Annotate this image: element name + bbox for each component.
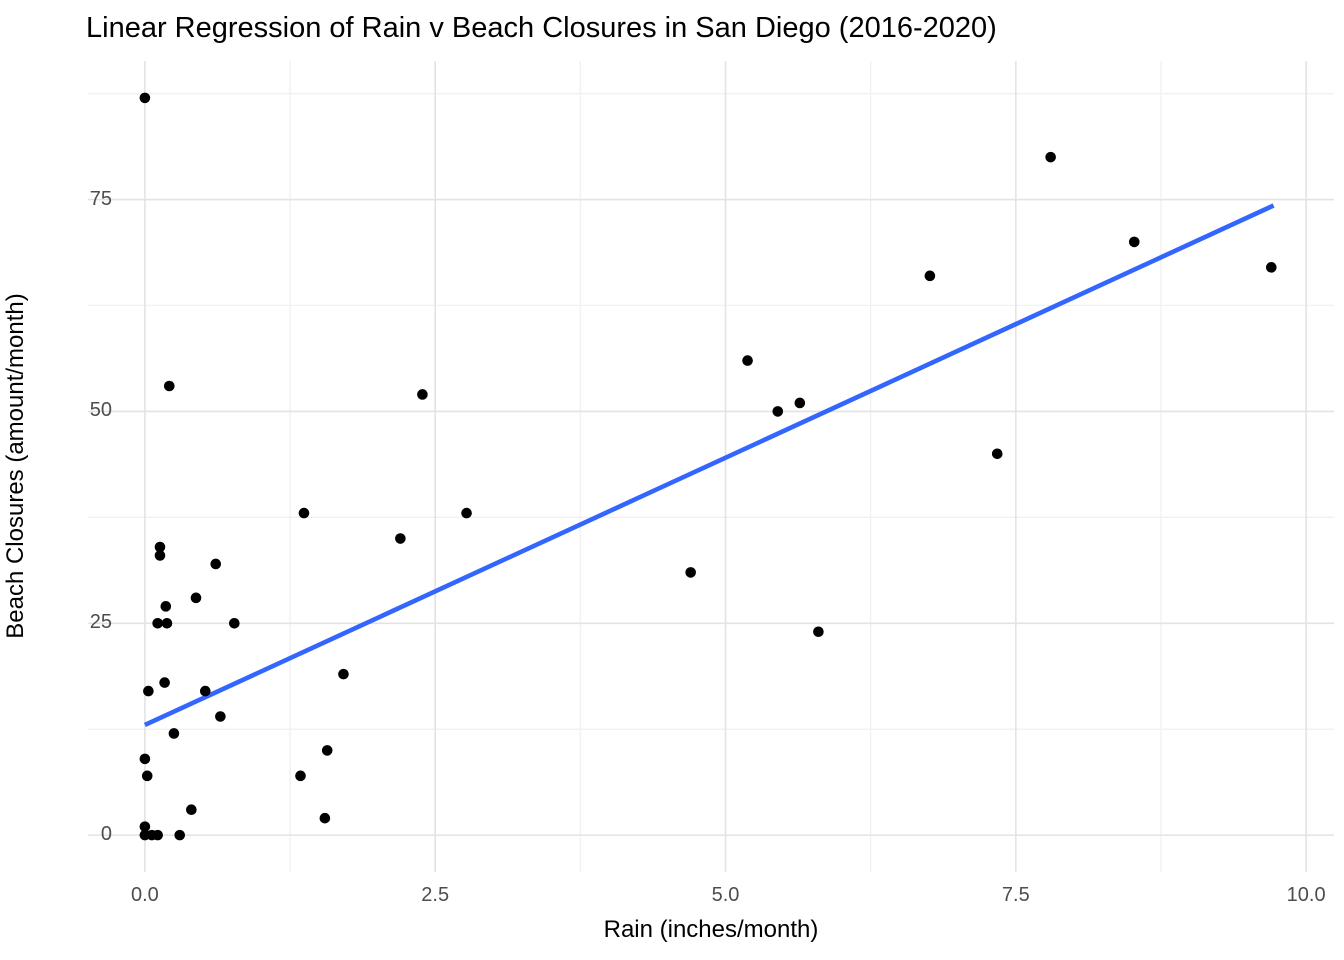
data-point bbox=[152, 617, 163, 629]
x-tick-label: 0.0 bbox=[130, 884, 159, 906]
data-point bbox=[298, 507, 310, 519]
data-point bbox=[186, 804, 197, 816]
data-point bbox=[139, 92, 151, 104]
data-point bbox=[321, 745, 333, 756]
data-point bbox=[461, 507, 472, 519]
data-point bbox=[160, 601, 172, 612]
data-point bbox=[813, 626, 824, 638]
y-tick-label: 0 bbox=[100, 823, 112, 846]
data-point bbox=[295, 770, 306, 782]
x-tick-label: 5.0 bbox=[711, 884, 740, 906]
regression-line bbox=[143, 203, 1275, 728]
x-tick-label: 10.0 bbox=[1286, 884, 1326, 906]
data-point bbox=[210, 558, 222, 570]
chart-title: Linear Regression of Rain v Beach Closur… bbox=[86, 12, 997, 44]
data-point bbox=[1265, 262, 1277, 273]
data-point bbox=[159, 677, 170, 688]
data-point bbox=[190, 592, 202, 604]
data-point bbox=[154, 550, 166, 561]
data-point bbox=[395, 533, 406, 544]
data-point bbox=[163, 380, 175, 392]
y-tick-label: 50 bbox=[89, 399, 112, 422]
data-point bbox=[154, 541, 166, 553]
x-tick-label: 2.5 bbox=[421, 884, 450, 906]
data-point bbox=[199, 685, 211, 697]
data-point bbox=[319, 812, 331, 824]
data-point bbox=[161, 617, 173, 629]
y-axis-title: Beach Closures (amount/month) bbox=[2, 293, 29, 639]
data-point bbox=[1128, 236, 1140, 248]
x-axis-title: Rain (inches/month) bbox=[603, 916, 819, 943]
data-point bbox=[685, 567, 696, 578]
data-point bbox=[143, 685, 154, 697]
data-point bbox=[139, 821, 151, 832]
data-point bbox=[338, 668, 349, 680]
data-point bbox=[742, 355, 753, 366]
data-point bbox=[229, 617, 240, 629]
data-point bbox=[794, 397, 806, 409]
x-tick-label: 7.5 bbox=[1001, 884, 1030, 906]
data-point bbox=[152, 829, 163, 841]
data-point bbox=[772, 406, 784, 417]
data-point bbox=[991, 448, 1003, 460]
y-tick-label: 75 bbox=[89, 187, 112, 210]
y-tick-label: 25 bbox=[89, 611, 112, 634]
data-point bbox=[141, 770, 153, 782]
data-point bbox=[168, 728, 180, 739]
data-point bbox=[417, 389, 428, 400]
data-point bbox=[1045, 151, 1056, 163]
data-point bbox=[139, 753, 151, 765]
data-point bbox=[174, 829, 186, 841]
data-point bbox=[924, 270, 936, 282]
data-point bbox=[215, 711, 226, 722]
